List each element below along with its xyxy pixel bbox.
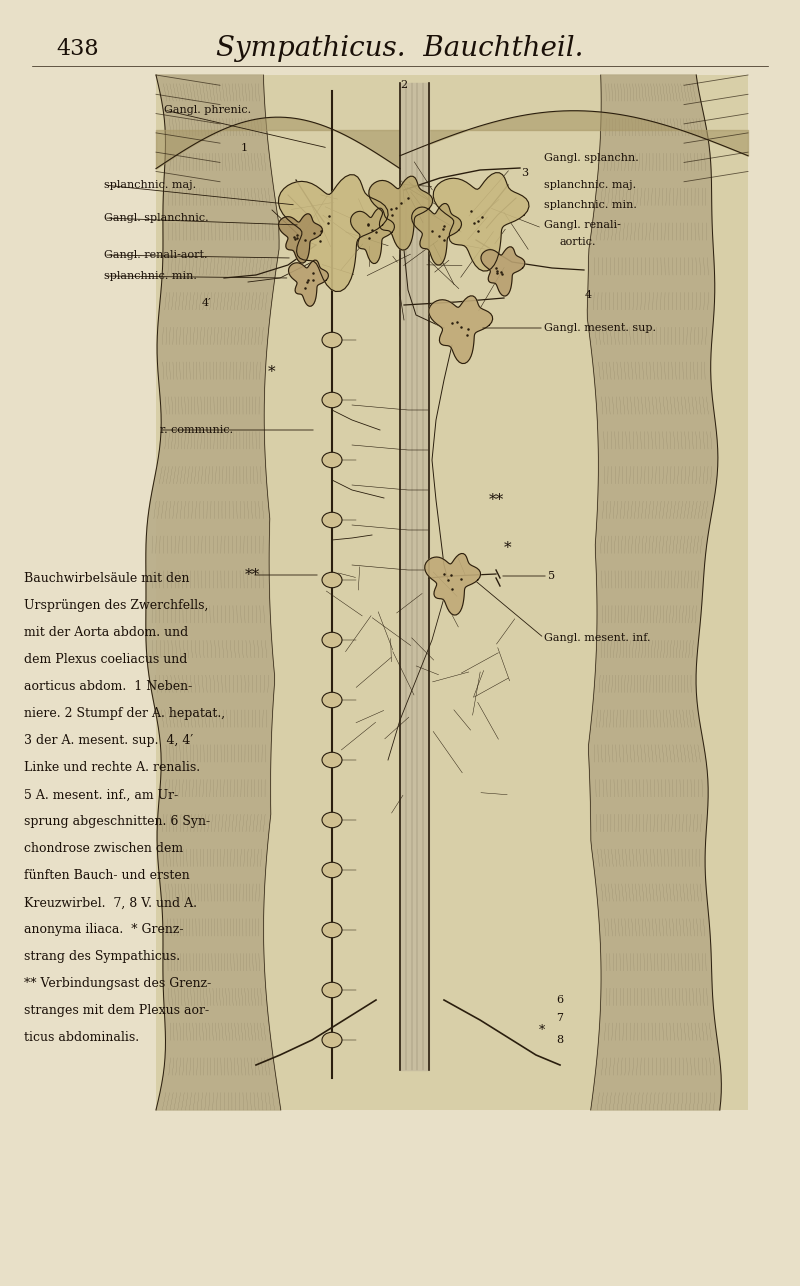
Text: splanchnic. maj.: splanchnic. maj. [544,180,636,190]
Ellipse shape [322,863,342,878]
Text: Sympathicus.  Bauchtheil.: Sympathicus. Bauchtheil. [216,36,584,62]
Text: ** Verbindungsast des Grenz-: ** Verbindungsast des Grenz- [24,977,211,990]
Polygon shape [289,260,329,306]
Text: r. communic.: r. communic. [160,424,233,435]
Text: Gangl. mesent. sup.: Gangl. mesent. sup. [544,323,656,333]
Ellipse shape [322,453,342,468]
Polygon shape [412,203,462,265]
Polygon shape [369,176,433,249]
Text: Bauchwirbelsäule mit den: Bauchwirbelsäule mit den [24,572,190,585]
Text: 5: 5 [548,571,555,581]
Text: 4: 4 [585,291,591,300]
Ellipse shape [322,512,342,527]
Text: *: * [504,541,512,556]
Text: 438: 438 [56,37,98,60]
Text: Gangl. renali-: Gangl. renali- [544,220,621,230]
Text: splanchnic. min.: splanchnic. min. [544,201,637,210]
Text: 7: 7 [557,1013,563,1022]
Text: aorticus abdom.  1 Neben-: aorticus abdom. 1 Neben- [24,680,192,693]
Polygon shape [425,553,481,615]
Text: anonyma iliaca.  * Grenz-: anonyma iliaca. * Grenz- [24,923,183,936]
Ellipse shape [322,922,342,937]
Text: Gangl. splanchnic.: Gangl. splanchnic. [104,213,209,222]
Text: 1: 1 [241,143,247,153]
Text: 8: 8 [557,1035,563,1046]
Text: Linke und rechte A. renalis.: Linke und rechte A. renalis. [24,761,200,774]
Text: splanchnic. min.: splanchnic. min. [104,271,197,282]
Text: splanchnic. maj.: splanchnic. maj. [104,180,196,190]
Text: stranges mit dem Plexus aor-: stranges mit dem Plexus aor- [24,1004,209,1017]
Text: Gangl. mesent. inf.: Gangl. mesent. inf. [544,633,650,643]
Text: 6: 6 [557,995,563,1004]
Ellipse shape [322,633,342,648]
Text: 3 der A. mesent. sup.  4, 4′: 3 der A. mesent. sup. 4, 4′ [24,734,194,747]
Text: *: * [539,1024,546,1037]
Ellipse shape [322,332,342,347]
Ellipse shape [322,392,342,408]
Text: *: * [268,365,276,379]
Text: Kreuzwirbel.  7, 8 V. und A.: Kreuzwirbel. 7, 8 V. und A. [24,896,197,909]
Polygon shape [434,172,529,271]
Text: aortic.: aortic. [560,237,597,247]
Polygon shape [278,213,322,264]
Text: 2: 2 [401,80,407,90]
Text: strang des Sympathicus.: strang des Sympathicus. [24,950,180,963]
Text: niere. 2 Stumpf der A. hepatat.,: niere. 2 Stumpf der A. hepatat., [24,707,225,720]
Polygon shape [350,208,394,264]
Polygon shape [429,296,493,364]
Text: dem Plexus coeliacus und: dem Plexus coeliacus und [24,653,187,666]
Text: sprung abgeschnitten. 6 Syn-: sprung abgeschnitten. 6 Syn- [24,815,210,828]
Ellipse shape [322,692,342,707]
Polygon shape [587,75,722,1110]
Text: 5 A. mesent. inf., am Ur-: 5 A. mesent. inf., am Ur- [24,788,178,801]
Polygon shape [146,75,281,1110]
Text: Gangl. renali-aort.: Gangl. renali-aort. [104,249,207,260]
Text: **: ** [244,568,260,583]
Text: mit der Aorta abdom. und: mit der Aorta abdom. und [24,626,188,639]
Text: Gangl. phrenic.: Gangl. phrenic. [164,105,251,114]
Text: Gangl. splanchn.: Gangl. splanchn. [544,153,638,163]
Ellipse shape [322,752,342,768]
Ellipse shape [322,572,342,588]
Text: ticus abdominalis.: ticus abdominalis. [24,1031,139,1044]
Text: chondrose zwischen dem: chondrose zwischen dem [24,842,183,855]
Text: 4′: 4′ [202,298,211,309]
Ellipse shape [322,1033,342,1048]
Polygon shape [481,247,525,296]
Text: Ursprüngen des Zwerchfells,: Ursprüngen des Zwerchfells, [24,599,208,612]
Text: 3: 3 [521,168,528,177]
Bar [156,75,748,1110]
Text: fünften Bauch- und ersten: fünften Bauch- und ersten [24,869,190,882]
Text: **: ** [488,493,504,507]
Polygon shape [278,175,388,292]
Ellipse shape [322,813,342,828]
Ellipse shape [322,983,342,998]
